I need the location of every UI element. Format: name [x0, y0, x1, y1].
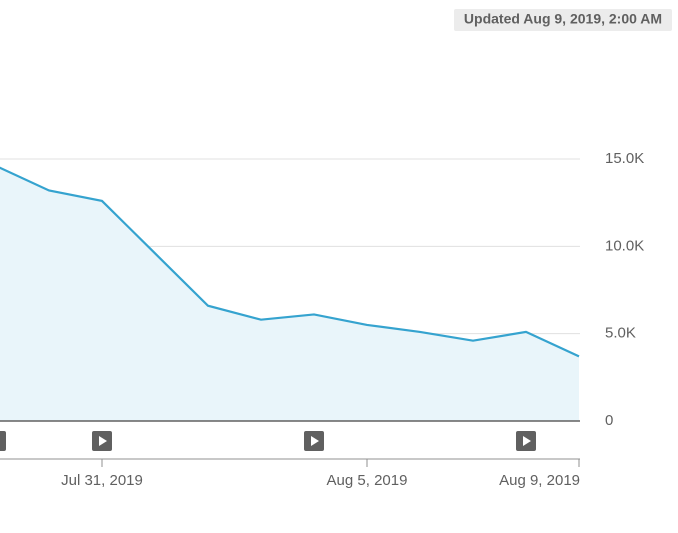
y-tick-label: 10.0K	[605, 237, 644, 254]
y-tick-label: 15.0K	[605, 150, 644, 167]
y-tick-label: 0	[605, 412, 613, 429]
x-tick-label: Aug 5, 2019	[327, 472, 408, 489]
plot: 0 5.0K 10.0K 15.0K Jul 31, 2019 Aug 5, 2019 Au…	[0, 150, 644, 489]
x-tick-label: Jul 31, 2019	[61, 472, 143, 489]
updated-badge: Updated Aug 9, 2019, 2:00 AM	[464, 11, 662, 27]
x-tick-label: Aug 9, 2019	[499, 472, 580, 489]
video-marker	[0, 431, 6, 451]
video-markers	[0, 431, 536, 451]
badge-bg	[454, 9, 672, 31]
line	[0, 166, 580, 358]
y-tick-label: 5.0K	[605, 325, 636, 342]
area	[0, 167, 579, 421]
